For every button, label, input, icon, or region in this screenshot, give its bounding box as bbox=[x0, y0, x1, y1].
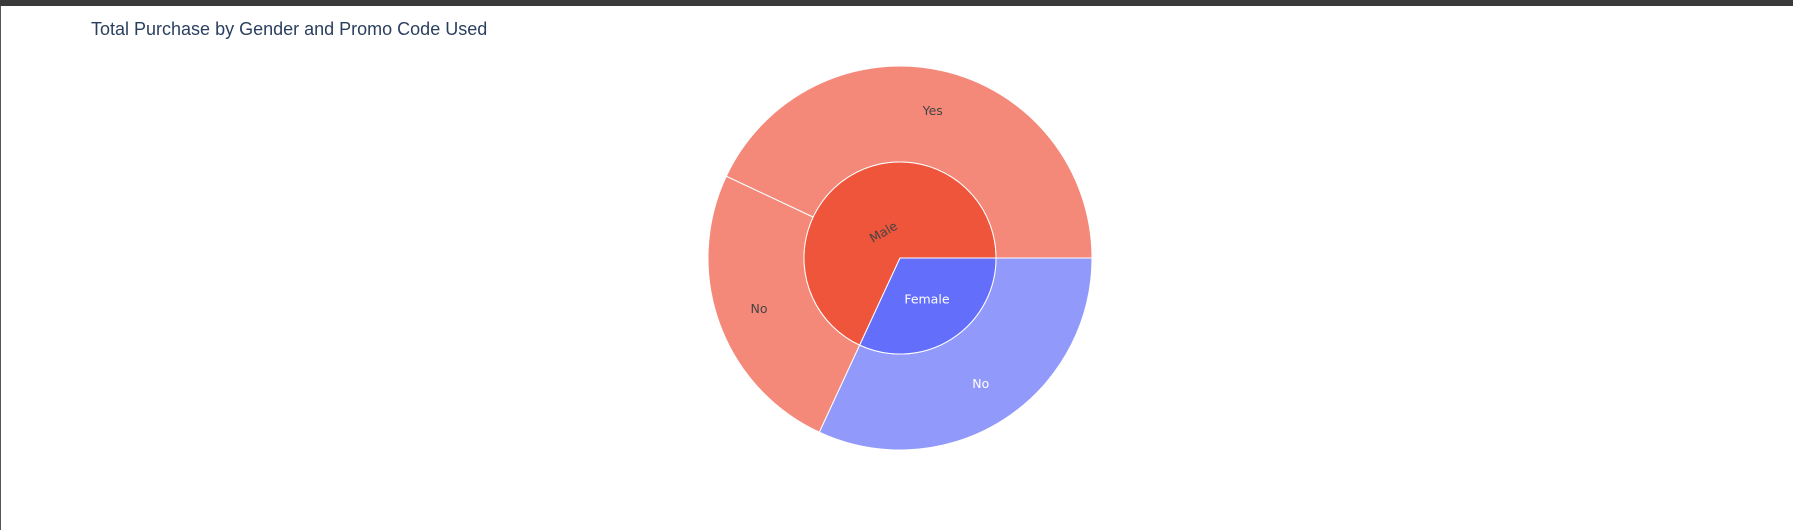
window-top-bar bbox=[0, 0, 1793, 6]
outer-label-female-no: No bbox=[972, 376, 989, 391]
left-border bbox=[0, 6, 1, 530]
inner-slice-male[interactable] bbox=[803, 161, 997, 346]
outer-label-male-no: No bbox=[751, 301, 768, 316]
inner-slice-female[interactable] bbox=[859, 257, 997, 355]
inner-label-female: Female bbox=[904, 292, 950, 307]
chart-title: Total Purchase by Gender and Promo Code … bbox=[91, 19, 488, 39]
inner-ring bbox=[803, 161, 997, 355]
outer-label-male-yes: Yes bbox=[922, 103, 943, 118]
